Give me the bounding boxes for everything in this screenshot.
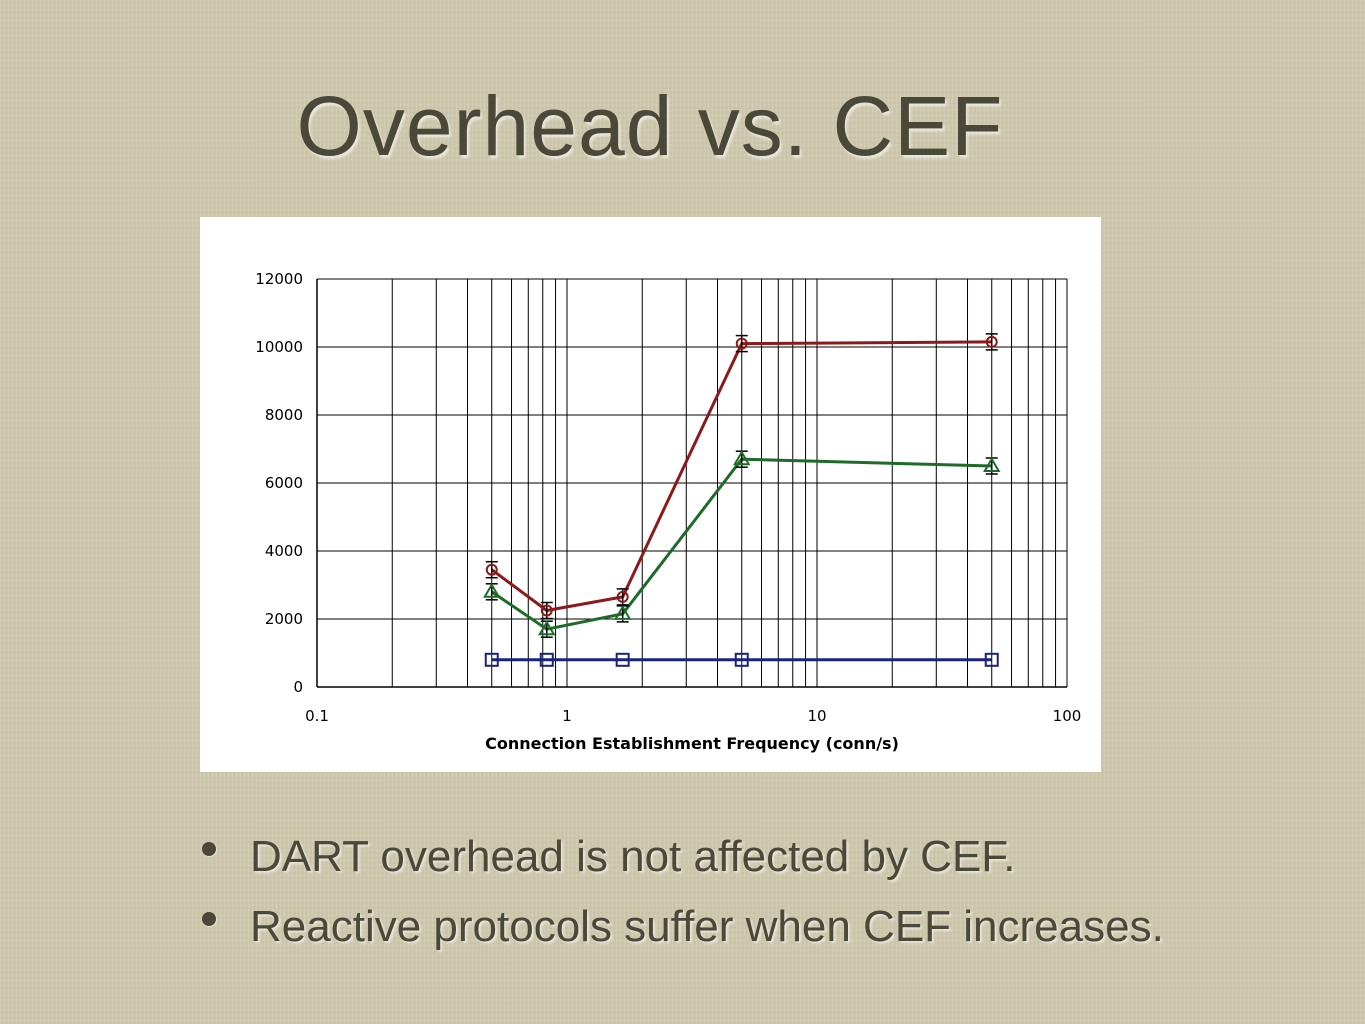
bullet-item: Reactive protocols suffer when CEF incre… xyxy=(200,892,1164,962)
chart-series xyxy=(483,333,1001,667)
slide-title: Overhead vs. CEF xyxy=(296,79,1004,173)
x-tick-labels: 0.1 1 10 100 xyxy=(305,707,1081,725)
chart-grid xyxy=(316,278,1068,688)
data-point xyxy=(485,563,498,576)
series-group xyxy=(483,450,1001,638)
bullet-dot-icon xyxy=(202,842,216,856)
data-point xyxy=(983,457,1001,472)
data-point xyxy=(984,652,999,667)
data-point xyxy=(733,450,751,466)
x-tick-label: 10 xyxy=(807,707,826,725)
data-point xyxy=(484,652,499,667)
chart-panel: 0 2000 4000 6000 8000 10000 12000 0.1 1 10 100 Co… xyxy=(200,217,1101,772)
data-point xyxy=(734,652,749,667)
bullet-text: Reactive protocols suffer when CEF incre… xyxy=(250,902,1164,951)
y-tick-label: 0 xyxy=(293,678,303,696)
y-tick-label: 6000 xyxy=(265,474,303,492)
bullet-list: DART overhead is not affected by CEF. Re… xyxy=(200,822,1164,962)
data-point xyxy=(615,652,630,667)
data-point xyxy=(613,604,632,620)
data-point xyxy=(616,590,629,603)
data-point xyxy=(985,335,998,348)
series-group xyxy=(485,333,998,620)
data-point xyxy=(538,620,556,636)
y-tick-label: 4000 xyxy=(265,542,303,560)
data-point xyxy=(540,604,553,617)
x-axis-title: Connection Establishment Frequency (conn… xyxy=(485,734,899,753)
bullet-dot-icon xyxy=(202,912,216,926)
y-tick-label: 10000 xyxy=(255,338,303,356)
bullet-text: DART overhead is not affected by CEF. xyxy=(250,832,1016,881)
data-point xyxy=(539,652,554,667)
series-group xyxy=(484,652,999,667)
x-tick-label: 0.1 xyxy=(305,707,329,725)
overhead-chart: 0 2000 4000 6000 8000 10000 12000 0.1 1 10 100 Co… xyxy=(255,270,1081,753)
data-point xyxy=(735,337,748,350)
data-point xyxy=(483,582,501,598)
bullet-item: DART overhead is not affected by CEF. xyxy=(200,822,1164,892)
y-tick-label: 2000 xyxy=(265,610,303,628)
x-tick-label: 1 xyxy=(562,707,572,725)
x-tick-label: 100 xyxy=(1053,707,1082,725)
y-tick-label: 12000 xyxy=(255,270,303,288)
y-tick-label: 8000 xyxy=(265,406,303,424)
y-tick-labels: 0 2000 4000 6000 8000 10000 12000 xyxy=(255,270,303,696)
